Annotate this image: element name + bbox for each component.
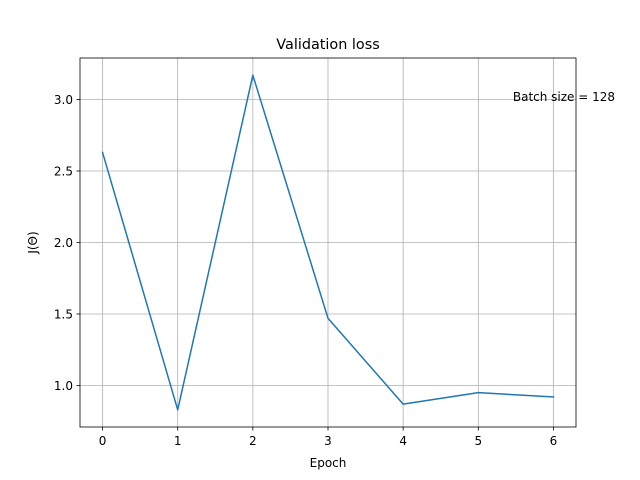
y-tick-label: 3.0 (54, 93, 73, 107)
x-tick-label: 1 (174, 434, 182, 448)
annotation-text: Batch size = 128 (513, 90, 615, 104)
x-tick-label: 3 (324, 434, 332, 448)
x-axis: 0 1 2 3 4 5 6 (99, 427, 558, 448)
x-tick-label: 5 (474, 434, 482, 448)
x-tick-label: 6 (550, 434, 558, 448)
x-axis-label: Epoch (310, 456, 347, 470)
grid (80, 58, 576, 427)
y-tick-label: 2.0 (54, 236, 73, 250)
chart-title: Validation loss (276, 37, 379, 53)
x-tick-label: 2 (249, 434, 257, 448)
annotations: Batch size = 128 (513, 90, 615, 104)
x-tick-label: 4 (399, 434, 407, 448)
y-tick-label: 1.5 (54, 308, 73, 322)
y-tick-label: 1.0 (54, 379, 73, 393)
y-axis: 1.0 1.5 2.0 2.5 3.0 (54, 93, 80, 393)
series-group (101, 74, 555, 411)
series-line (101, 74, 555, 411)
x-tick-label: 0 (99, 434, 107, 448)
y-axis-label: J(Θ) (26, 231, 40, 254)
y-tick-label: 2.5 (54, 164, 73, 178)
